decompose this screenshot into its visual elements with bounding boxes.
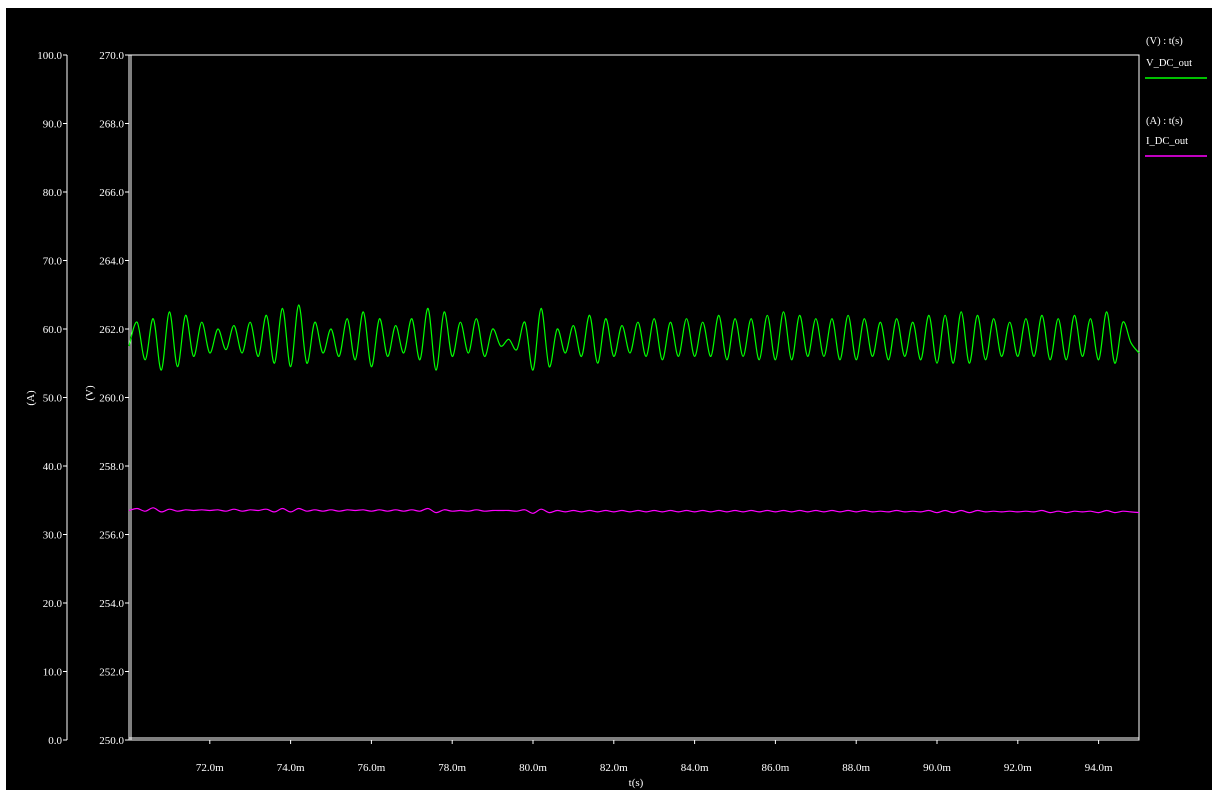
left-axis-label: (A) (25, 390, 37, 406)
x-tick-label: 90.0m (923, 762, 951, 774)
left-tick-label: 100.0 (37, 50, 62, 62)
left-tick-label: 10.0 (43, 667, 63, 679)
left-tick-label: 20.0 (43, 598, 63, 610)
left-tick-label: 60.0 (43, 324, 63, 336)
right-tick-label: 256.0 (99, 530, 124, 542)
legend: (V) : t(s) V_DC_out (A) : t(s) I_DC_out (1145, 36, 1207, 157)
x-tick-label: 78.0m (438, 762, 466, 774)
right-axis-label: (V) (84, 385, 96, 401)
left-tick-label: 40.0 (43, 461, 63, 473)
legend-i-name: I_DC_out (1146, 136, 1188, 147)
left-tick-label: 50.0 (43, 393, 63, 405)
left-tick-label: 0.0 (48, 735, 62, 747)
right-tick-label: 250.0 (99, 735, 124, 747)
right-tick-label: 266.0 (99, 187, 124, 199)
x-tick-label: 94.0m (1085, 762, 1113, 774)
right-tick-label: 258.0 (99, 461, 124, 473)
x-tick-label: 86.0m (761, 762, 789, 774)
right-tick-label: 260.0 (99, 393, 124, 405)
right-tick-label: 264.0 (99, 256, 124, 268)
x-tick-label: 74.0m (277, 762, 305, 774)
legend-v-name: V_DC_out (1146, 58, 1192, 69)
right-tick-label: 262.0 (99, 324, 124, 336)
legend-i-header: (A) : t(s) (1146, 116, 1183, 127)
left-tick-label: 70.0 (43, 256, 63, 268)
right-tick-label: 270.0 (99, 50, 124, 62)
series-i-dc-out-line (128, 507, 1140, 514)
x-tick-label: 92.0m (1004, 762, 1032, 774)
series-layer (128, 304, 1140, 514)
right-tick-label: 254.0 (99, 598, 124, 610)
x-tick-label: 88.0m (842, 762, 870, 774)
left-tick-label: 90.0 (43, 119, 63, 131)
left-tick-label: 80.0 (43, 187, 63, 199)
chart-background (6, 8, 1212, 790)
x-tick-label: 80.0m (519, 762, 547, 774)
left-tick-label: 30.0 (43, 530, 63, 542)
legend-v-header: (V) : t(s) (1146, 36, 1183, 47)
x-tick-label: 76.0m (357, 762, 385, 774)
x-axis-label: t(s) (629, 777, 644, 789)
x-tick-label: 82.0m (600, 762, 628, 774)
series-v-dc-out-line (128, 304, 1140, 371)
x-tick-label: 72.0m (196, 762, 224, 774)
x-tick-label: 84.0m (681, 762, 709, 774)
plot-frame (128, 54, 1140, 741)
left-axis-ticks: 0.0 10.0 20.0 30.0 40.0 50.0 60.0 70.0 80.0 90.0 1… (37, 50, 67, 747)
right-tick-label: 268.0 (99, 119, 124, 131)
x-axis-ticks: 72.0m 74.0m 76.0m 78.0m 80.0m 82.0m 84.0m 86.0m… (196, 740, 1113, 774)
right-tick-label: 252.0 (99, 667, 124, 679)
right-axis-ticks: 250.0 252.0 254.0 256.0 258.0 260.0 262.0 264.0… (99, 50, 129, 747)
